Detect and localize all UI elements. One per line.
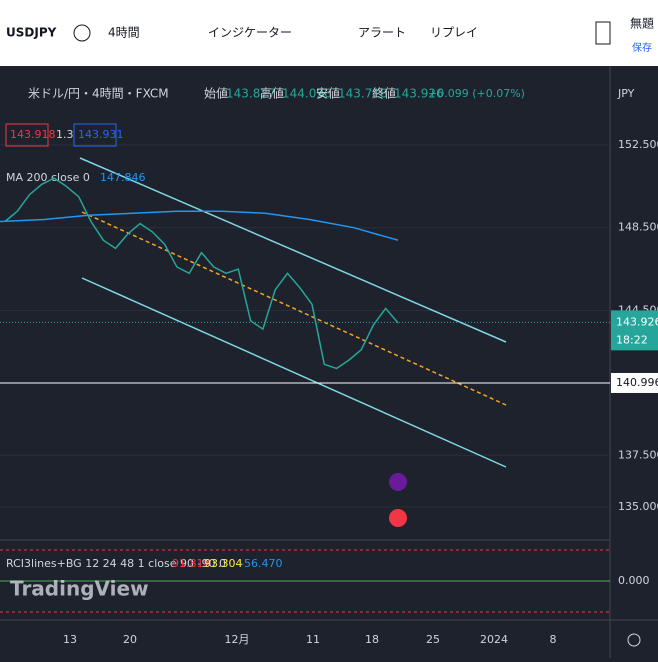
chart-area — [0, 66, 658, 658]
instrument: 米ドル/円・4時間・FXCM — [28, 87, 169, 101]
open-label: 始値 — [204, 86, 228, 101]
ask: 143.931 — [78, 128, 124, 141]
indicator-label: RCI3lines+BG 12 24 48 1 close 90 -90 0 — [6, 557, 226, 570]
toolbar — [0, 0, 658, 66]
ma-label: MA 200 close 0 — [6, 171, 90, 184]
rci-short: 91.818 — [172, 557, 211, 570]
price-tick-label: 152.500 — [618, 138, 658, 151]
time-tick-label: 13 — [63, 633, 77, 646]
layout-icon[interactable] — [595, 21, 611, 45]
watermark: TradingView — [10, 577, 149, 601]
change: +0.099 (+0.07%) — [428, 87, 525, 100]
indicators[interactable]: インジケーター — [208, 26, 292, 40]
time-tick-label: 18 — [365, 633, 379, 646]
crosshair-price: 140.996 — [616, 376, 658, 389]
price-tick-label: 135.000 — [618, 500, 658, 513]
price-tick-label: 148.500 — [618, 221, 658, 234]
price-line — [4, 177, 399, 370]
bid: 143.918 — [10, 128, 56, 141]
ma-line — [0, 210, 399, 241]
last-price-box — [611, 310, 658, 351]
interval[interactable]: 4時間 — [108, 26, 140, 40]
high-label: 高値 — [260, 86, 284, 101]
channel-upper — [79, 157, 507, 343]
time-tick-label: 20 — [123, 633, 137, 646]
channel-mid — [81, 211, 507, 406]
countdown: 18:22 — [616, 333, 648, 346]
time-tick-label: 8 — [550, 633, 557, 646]
settings[interactable] — [627, 633, 641, 647]
last-price: 143.926 — [616, 315, 658, 328]
crosshair-box — [611, 372, 658, 393]
rci-mid: 93.304 — [204, 557, 243, 570]
event-icon[interactable] — [389, 473, 407, 491]
close-label: 終値 — [372, 86, 396, 101]
price-tick-label: 137.500 — [618, 448, 658, 461]
time-tick-label: 2024 — [480, 633, 508, 646]
save[interactable]: 保存 — [632, 41, 652, 54]
channel-lower — [81, 277, 507, 468]
zero-label: 0.000 — [618, 574, 650, 587]
high: 144.096 — [282, 87, 332, 101]
add-symbol[interactable] — [73, 24, 91, 42]
event-icon[interactable] — [389, 509, 407, 527]
spread: 1.3 — [56, 128, 74, 141]
close: 143.926 — [394, 87, 444, 101]
ask-box[interactable] — [73, 123, 117, 147]
drawings — [79, 157, 507, 468]
ma-value: 147.846 — [100, 171, 146, 184]
layout-name[interactable]: 無題 — [630, 16, 654, 31]
currency[interactable]: JPY — [617, 87, 635, 100]
low: 143.718 — [338, 87, 388, 101]
time-tick-label: 12月 — [225, 633, 250, 646]
low-label: 安値 — [316, 86, 340, 101]
replay[interactable]: リプレイ — [430, 26, 478, 40]
time-tick-label: 11 — [306, 633, 320, 646]
time-tick-label: 25 — [426, 633, 440, 646]
open: 143.827 — [226, 87, 276, 101]
alert[interactable]: アラート — [358, 26, 406, 40]
symbol[interactable]: USDJPY — [6, 26, 57, 40]
rci-long: -56.470 — [240, 557, 282, 570]
bid-box[interactable] — [5, 123, 49, 147]
